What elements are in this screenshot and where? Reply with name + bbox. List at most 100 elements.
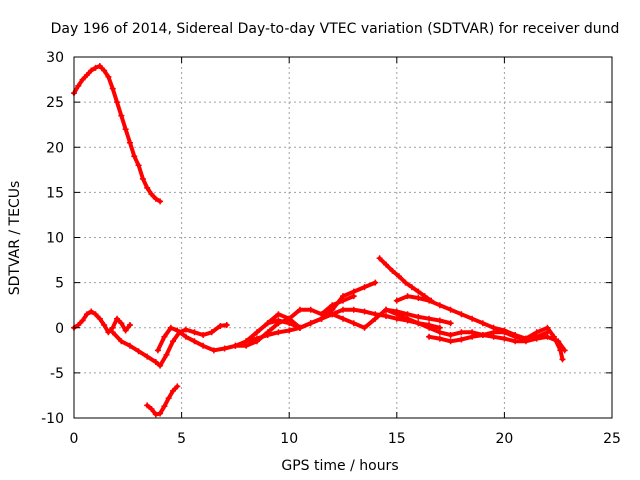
data-point — [221, 345, 228, 352]
data-point — [83, 72, 90, 79]
x-tick-label: 20 — [495, 431, 513, 447]
data-point — [243, 342, 250, 349]
data-point — [148, 191, 155, 198]
data-point — [126, 139, 133, 146]
data-point — [114, 315, 121, 322]
data-point — [458, 311, 465, 318]
data-point — [157, 198, 164, 205]
data-point — [458, 329, 465, 336]
grid — [74, 57, 612, 418]
data-point — [144, 184, 151, 191]
data-point — [88, 67, 95, 74]
y-tick-label: 5 — [55, 276, 64, 292]
data-point — [458, 336, 465, 343]
data-point — [75, 82, 82, 89]
data-point — [96, 63, 103, 70]
y-axis-label: SDTVAR / TECUs — [7, 181, 23, 296]
axis-ticks — [73, 56, 613, 419]
data-point — [208, 329, 215, 336]
x-axis-label: GPS time / hours — [281, 458, 398, 474]
y-tick-label: -10 — [41, 411, 64, 427]
data-point — [105, 73, 112, 80]
data-point — [447, 306, 454, 313]
data-point — [469, 315, 476, 322]
series-trace-4 — [144, 383, 181, 418]
data-point — [200, 331, 207, 338]
data-point — [135, 348, 142, 355]
data-point — [436, 317, 443, 324]
data-point — [395, 273, 402, 280]
data-point — [126, 322, 133, 329]
data-point — [122, 126, 129, 133]
data-point — [92, 64, 99, 71]
data-point — [286, 327, 293, 334]
x-tick-label: 15 — [388, 431, 406, 447]
y-tick-label: 25 — [46, 95, 64, 111]
data-point — [174, 383, 181, 390]
data-point — [139, 175, 146, 182]
data-point — [161, 403, 168, 410]
data-point — [210, 347, 217, 354]
data-point — [109, 85, 116, 92]
data-point — [436, 302, 443, 309]
y-tick-label: -5 — [50, 366, 64, 382]
data-point — [200, 342, 207, 349]
data-point — [286, 315, 293, 322]
data-point — [350, 306, 357, 313]
data-point — [152, 359, 159, 366]
data-point — [191, 329, 198, 336]
data-point — [426, 333, 433, 340]
y-tick-label: 20 — [46, 140, 64, 156]
x-tick-label: 5 — [177, 431, 186, 447]
data-point — [296, 306, 303, 313]
data-point — [114, 99, 121, 106]
data-point — [167, 324, 174, 331]
data-point — [340, 297, 346, 304]
data-point — [174, 327, 181, 334]
data-point — [109, 329, 116, 336]
data-point — [340, 315, 346, 322]
data-point — [148, 405, 155, 412]
data-point — [361, 308, 368, 315]
data-point — [75, 322, 82, 329]
series-trace-8 — [264, 306, 454, 331]
data-point — [372, 279, 379, 286]
data-point — [350, 320, 357, 327]
series-trace-1 — [71, 63, 164, 205]
data-point — [144, 353, 151, 360]
data-point — [131, 153, 138, 160]
data-point — [329, 302, 336, 309]
data-point — [490, 329, 497, 336]
data-point — [223, 322, 230, 329]
data-point — [557, 347, 564, 354]
data-point — [383, 313, 390, 320]
data-point — [447, 331, 454, 338]
data-point — [340, 306, 346, 313]
data-point — [415, 320, 422, 327]
data-point — [161, 333, 168, 340]
data-point — [544, 324, 551, 331]
data-point — [152, 411, 159, 418]
x-tick-label: 25 — [603, 431, 621, 447]
data-point — [165, 395, 172, 402]
data-point — [512, 333, 519, 340]
data-point — [232, 342, 239, 349]
data-point — [393, 311, 400, 318]
data-point — [559, 356, 566, 363]
data-point — [79, 76, 86, 83]
data-point — [275, 311, 282, 318]
data-point — [415, 313, 422, 320]
data-point — [157, 362, 164, 369]
data-point — [122, 327, 129, 334]
data-point — [88, 308, 95, 315]
data-point — [533, 329, 540, 336]
x-tick-label: 10 — [280, 431, 298, 447]
data-point — [169, 338, 176, 345]
data-point — [253, 329, 260, 336]
data-point — [501, 329, 508, 336]
x-axis-tick-labels: 0 5 10 15 20 25 — [70, 431, 621, 447]
data-point — [404, 293, 411, 300]
data-point — [426, 324, 433, 331]
data-point — [404, 315, 411, 322]
